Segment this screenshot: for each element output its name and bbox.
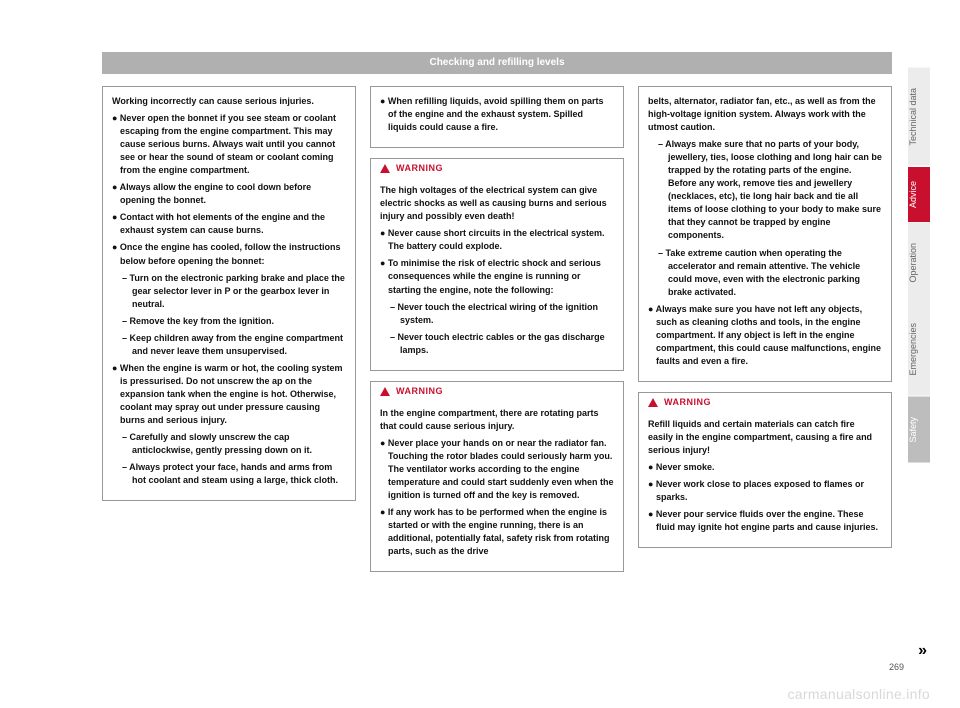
warning-label: WARNING bbox=[396, 162, 443, 175]
page-header: Checking and refilling levels bbox=[102, 52, 892, 74]
bullet: ● Never pour service fluids over the eng… bbox=[648, 508, 882, 534]
tab-operation[interactable]: Operation bbox=[908, 223, 930, 304]
dash-item: – Never touch the electrical wiring of t… bbox=[380, 301, 614, 327]
dash-item: – Always protect your face, hands and ar… bbox=[112, 461, 346, 487]
warning-label: WARNING bbox=[396, 385, 443, 398]
bullet: ● Once the engine has cooled, follow the… bbox=[112, 241, 346, 267]
text: The high voltages of the electrical syst… bbox=[380, 184, 614, 223]
bullet: ● Never cause short circuits in the elec… bbox=[380, 227, 614, 253]
side-tabs: Technical data Advice Operation Emergenc… bbox=[908, 68, 930, 463]
column-1: Working incorrectly can cause serious in… bbox=[102, 86, 356, 572]
text: In the engine compartment, there are rot… bbox=[380, 407, 614, 433]
dash-item: – Take extreme caution when operating th… bbox=[648, 247, 882, 299]
text: Working incorrectly can cause serious in… bbox=[112, 95, 346, 108]
watermark: carmanualsonline.info bbox=[788, 686, 931, 702]
warning-label: WARNING bbox=[664, 396, 711, 409]
warning-box-1: WARNING The high voltages of the electri… bbox=[370, 158, 624, 371]
text: belts, alternator, radiator fan, etc., a… bbox=[648, 95, 882, 134]
bullet: ● If any work has to be performed when t… bbox=[380, 506, 614, 558]
dash-item: – Always make sure that no parts of your… bbox=[648, 138, 882, 242]
warning-header: WARNING bbox=[371, 382, 623, 401]
bullet: ● Always make sure you have not left any… bbox=[648, 303, 882, 368]
warning-triangle-icon bbox=[648, 398, 658, 407]
columns: Working incorrectly can cause serious in… bbox=[102, 86, 892, 572]
text: Refill liquids and certain materials can… bbox=[648, 418, 882, 457]
tab-emergencies[interactable]: Emergencies bbox=[908, 303, 930, 397]
bullet: ● Never open the bonnet if you see steam… bbox=[112, 112, 346, 177]
bullet: ● Always allow the engine to cool down b… bbox=[112, 181, 346, 207]
dash-item: – Carefully and slowly unscrew the cap a… bbox=[112, 431, 346, 457]
bullet: ● Contact with hot elements of the engin… bbox=[112, 211, 346, 237]
warning-header: WARNING bbox=[371, 159, 623, 178]
page-number: 269 bbox=[889, 662, 904, 672]
page: Checking and refilling levels Working in… bbox=[0, 0, 960, 708]
content-area: Checking and refilling levels Working in… bbox=[102, 52, 892, 642]
warning-triangle-icon bbox=[380, 164, 390, 173]
dash-item: – Never touch electric cables or the gas… bbox=[380, 331, 614, 357]
dash-item: – Remove the key from the ignition. bbox=[112, 315, 346, 328]
continue-icon: » bbox=[918, 642, 927, 660]
warning-box-2: WARNING In the engine compartment, there… bbox=[370, 381, 624, 573]
dash-item: – Turn on the electronic parking brake a… bbox=[112, 272, 346, 311]
warning-box-3: WARNING Refill liquids and certain mater… bbox=[638, 392, 892, 548]
info-box-3: belts, alternator, radiator fan, etc., a… bbox=[638, 86, 892, 382]
warning-header: WARNING bbox=[639, 393, 891, 412]
bullet: ● When the engine is warm or hot, the co… bbox=[112, 362, 346, 427]
bullet: ● Never smoke. bbox=[648, 461, 882, 474]
bullet: ● When refilling liquids, avoid spilling… bbox=[380, 95, 614, 134]
bullet: ● To minimise the risk of electric shock… bbox=[380, 257, 614, 296]
tab-technical-data[interactable]: Technical data bbox=[908, 68, 930, 167]
info-box-1: Working incorrectly can cause serious in… bbox=[102, 86, 356, 501]
column-3: belts, alternator, radiator fan, etc., a… bbox=[638, 86, 892, 572]
tab-advice[interactable]: Advice bbox=[908, 167, 930, 223]
column-2: ● When refilling liquids, avoid spilling… bbox=[370, 86, 624, 572]
info-box-2: ● When refilling liquids, avoid spilling… bbox=[370, 86, 624, 148]
dash-item: – Keep children away from the engine com… bbox=[112, 332, 346, 358]
tab-safety[interactable]: Safety bbox=[908, 397, 930, 464]
warning-triangle-icon bbox=[380, 387, 390, 396]
bullet: ● Never place your hands on or near the … bbox=[380, 437, 614, 502]
bullet: ● Never work close to places exposed to … bbox=[648, 478, 882, 504]
